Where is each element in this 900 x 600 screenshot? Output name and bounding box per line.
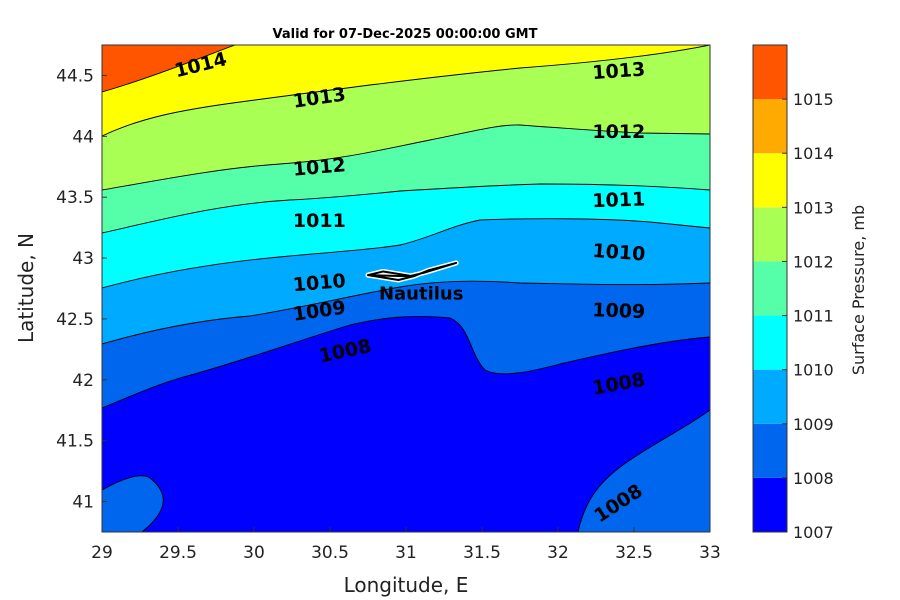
isobar-1014 (102, 45, 236, 93)
x-tick-label: 32 (547, 543, 569, 563)
colorbar-swatch (753, 315, 787, 370)
x-tick-label: 33 (699, 543, 721, 563)
x-tick-label: 32.5 (615, 543, 653, 563)
y-tick-label: 43 (72, 249, 94, 269)
contour-label: 1012 (592, 121, 645, 143)
colorbar-tick-label: 1011 (793, 307, 834, 326)
contour-label: 1009 (592, 299, 646, 323)
pocket-1008-southwest (102, 475, 164, 532)
y-tick-label: 42 (72, 371, 94, 391)
x-axis: 29 29.5 30 30.5 31 31.5 32 32.5 33 (91, 527, 721, 563)
isobar-1008-southwest (102, 475, 164, 532)
pocket-1008-southeast (578, 410, 710, 532)
colorbar-tick-label: 1013 (793, 198, 834, 217)
colorbar-tick-label: 1014 (793, 144, 834, 163)
x-tick-label: 31.5 (463, 543, 501, 563)
y-tick-label: 44 (72, 127, 94, 147)
y-tick-label: 42.5 (56, 310, 94, 330)
band-below-1008 (102, 316, 710, 532)
figure-title: Valid for 07-Dec-2025 00:00:00 GMT (273, 27, 538, 42)
x-tick-label: 31 (395, 543, 417, 563)
colorbar-swatch (753, 477, 787, 532)
colorbar-swatch (753, 369, 787, 424)
y-axis: 41 41.5 42 42.5 43 43.5 44 44.5 (56, 66, 107, 513)
colorbar-tick-label: 1008 (793, 469, 834, 488)
contour-label: 1011 (293, 210, 346, 232)
colorbar-swatch (753, 99, 787, 154)
contour-label: 1010 (292, 270, 347, 297)
contour-label: 1013 (592, 58, 646, 84)
colorbar-tick-label: 1015 (793, 90, 834, 109)
colorbar-tick-label: 1007 (793, 523, 834, 542)
colorbar-swatch (753, 261, 787, 316)
y-tick-label: 41.5 (56, 432, 94, 452)
ship-track (367, 261, 458, 281)
contour-label: 1011 (592, 188, 646, 212)
isobar-1010 (102, 218, 710, 289)
contour-label: 1010 (592, 240, 646, 266)
colorbar-frame (752, 44, 788, 533)
colorbar-label: Surface Pressure, mb (849, 205, 868, 375)
x-tick-label: 30 (243, 543, 265, 563)
y-axis-label: Latitude, N (14, 233, 38, 343)
x-tick-label: 29 (91, 543, 113, 563)
contour-label: 1012 (292, 154, 347, 181)
isobar-1012 (102, 124, 710, 191)
colorbar-swatch (753, 423, 787, 478)
isobar-1009 (102, 280, 710, 345)
x-axis-label: Longitude, E (344, 573, 469, 597)
y-tick-label: 44.5 (56, 66, 94, 86)
y-tick-label: 43.5 (56, 188, 94, 208)
x-tick-label: 29.5 (159, 543, 197, 563)
x-tick-label: 30.5 (311, 543, 349, 563)
contour-labels: 1014101310131012101210111011101010101009… (172, 48, 646, 527)
colorbar-tick-label: 1012 (793, 252, 834, 271)
isobar-1011 (102, 183, 710, 234)
ship-track-layer: Nautilus (365, 260, 464, 304)
colorbar-tick-label: 1010 (793, 361, 834, 380)
colorbar-swatch (753, 45, 787, 100)
colorbar-tick-label: 1009 (793, 415, 834, 434)
y-tick-label: 41 (72, 493, 94, 513)
colorbar-swatch (753, 207, 787, 262)
pressure-field: 1014101310131012101210111011101010101009… (102, 45, 710, 532)
colorbar-swatch (753, 153, 787, 208)
colorbar: 1007 1008 1009 1010 1011 1012 1013 1014 1015 (752, 44, 834, 542)
ship-name-label: Nautilus (379, 283, 464, 304)
isobar-1008-north (102, 315, 710, 409)
isobar-1013 (102, 45, 710, 137)
isobar-1008-southeast (577, 409, 710, 532)
